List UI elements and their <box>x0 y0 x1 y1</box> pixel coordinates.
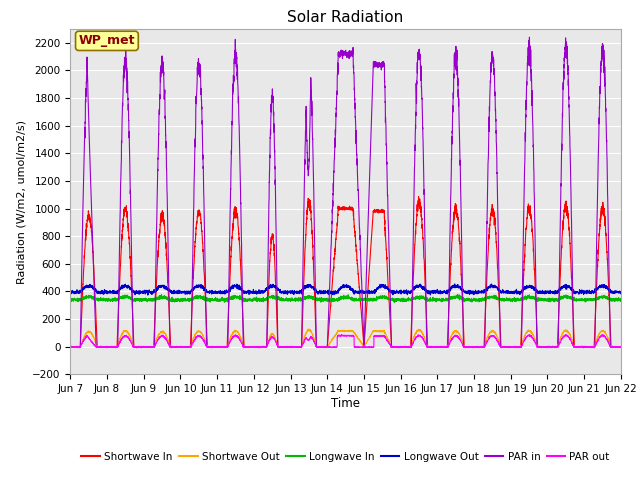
Title: Solar Radiation: Solar Radiation <box>287 10 404 25</box>
Y-axis label: Radiation (W/m2, umol/m2/s): Radiation (W/m2, umol/m2/s) <box>17 120 27 284</box>
Legend: Shortwave In, Shortwave Out, Longwave In, Longwave Out, PAR in, PAR out: Shortwave In, Shortwave Out, Longwave In… <box>77 448 614 466</box>
Text: WP_met: WP_met <box>79 35 135 48</box>
X-axis label: Time: Time <box>331 397 360 410</box>
